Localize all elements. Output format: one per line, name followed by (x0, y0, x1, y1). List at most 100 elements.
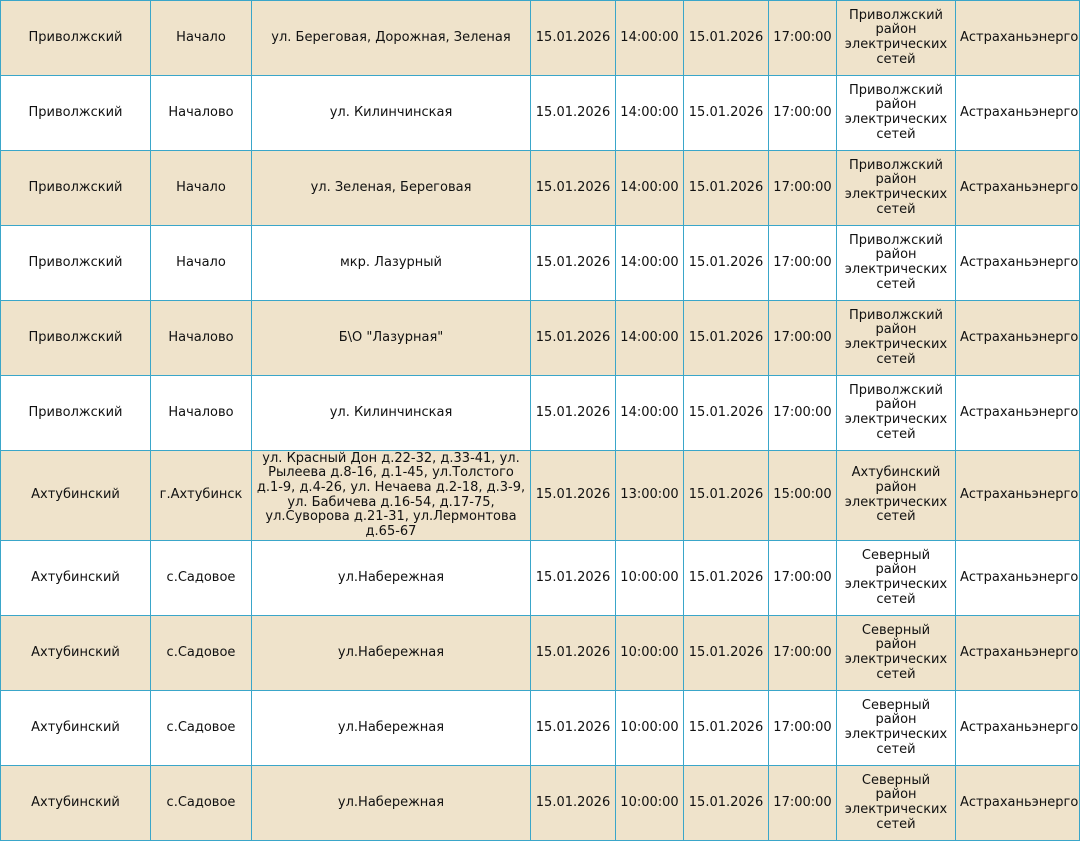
table-row: Ахтубинский с.Садовое ул.Набережная 15.01.2… (0, 765, 1080, 841)
end-date: 15.01.2026 (683, 375, 769, 451)
table-row: Приволжский Началово Б\О "Лазурная" 15.01.2… (0, 300, 1080, 376)
start-date: 15.01.2026 (530, 450, 616, 541)
table-row: Приволжский Началово ул. Килинчинская 15.01… (0, 75, 1080, 151)
start-date: 15.01.2026 (530, 0, 616, 76)
company: Астраханьэнерго (955, 690, 1080, 766)
company: Астраханьэнерго (955, 300, 1080, 376)
network-unit: Приволжский район электрических сетей (836, 75, 956, 151)
start-time: 10:00:00 (615, 540, 684, 616)
end-time: 17:00:00 (768, 300, 837, 376)
start-date: 15.01.2026 (530, 375, 616, 451)
company: Астраханьэнерго (955, 765, 1080, 841)
end-date: 15.01.2026 (683, 150, 769, 226)
district: Ахтубинский (0, 765, 151, 841)
company: Астраханьэнерго (955, 615, 1080, 691)
start-time: 14:00:00 (615, 375, 684, 451)
district: Приволжский (0, 300, 151, 376)
district: Приволжский (0, 0, 151, 76)
network-unit: Северный район электрических сетей (836, 540, 956, 616)
district: Ахтубинский (0, 450, 151, 541)
end-time: 17:00:00 (768, 540, 837, 616)
district: Ахтубинский (0, 540, 151, 616)
locality: г.Ахтубинск (150, 450, 252, 541)
district: Приволжский (0, 225, 151, 301)
network-unit: Северный район электрических сетей (836, 690, 956, 766)
end-date: 15.01.2026 (683, 765, 769, 841)
company: Астраханьэнерго (955, 450, 1080, 541)
start-time: 14:00:00 (615, 225, 684, 301)
locality: Началово (150, 375, 252, 451)
company: Астраханьэнерго (955, 150, 1080, 226)
table-row: Приволжский Началово ул. Килинчинская 15.01… (0, 375, 1080, 451)
network-unit: Приволжский район электрических сетей (836, 150, 956, 226)
company: Астраханьэнерго (955, 375, 1080, 451)
locality: с.Садовое (150, 765, 252, 841)
table-row: Приволжский Начало мкр. Лазурный 15.01.2026… (0, 225, 1080, 301)
network-unit: Северный район электрических сетей (836, 765, 956, 841)
address: ул.Набережная (251, 540, 531, 616)
start-date: 15.01.2026 (530, 615, 616, 691)
end-date: 15.01.2026 (683, 690, 769, 766)
locality: с.Садовое (150, 540, 252, 616)
locality: Начало (150, 0, 252, 76)
end-time: 17:00:00 (768, 690, 837, 766)
address: Б\О "Лазурная" (251, 300, 531, 376)
locality: с.Садовое (150, 615, 252, 691)
district: Приволжский (0, 75, 151, 151)
end-time: 17:00:00 (768, 150, 837, 226)
address: ул.Набережная (251, 615, 531, 691)
start-time: 14:00:00 (615, 0, 684, 76)
network-unit: Северный район электрических сетей (836, 615, 956, 691)
network-unit: Приволжский район электрических сетей (836, 300, 956, 376)
end-time: 17:00:00 (768, 0, 837, 76)
start-time: 10:00:00 (615, 690, 684, 766)
locality: с.Садовое (150, 690, 252, 766)
locality: Началово (150, 300, 252, 376)
company: Астраханьэнерго (955, 0, 1080, 76)
start-date: 15.01.2026 (530, 690, 616, 766)
table-row: Ахтубинский с.Садовое ул.Набережная 15.01.2… (0, 615, 1080, 691)
start-date: 15.01.2026 (530, 300, 616, 376)
start-date: 15.01.2026 (530, 150, 616, 226)
district: Ахтубинский (0, 690, 151, 766)
end-time: 17:00:00 (768, 615, 837, 691)
network-unit: Приволжский район электрических сетей (836, 225, 956, 301)
end-date: 15.01.2026 (683, 300, 769, 376)
end-time: 17:00:00 (768, 225, 837, 301)
locality: Начало (150, 225, 252, 301)
start-time: 14:00:00 (615, 150, 684, 226)
end-date: 15.01.2026 (683, 615, 769, 691)
locality: Началово (150, 75, 252, 151)
address: ул. Красный Дон д.22-32, д.33-41, ул. Ры… (251, 450, 531, 541)
address: ул. Зеленая, Береговая (251, 150, 531, 226)
network-unit: Приволжский район электрических сетей (836, 0, 956, 76)
end-time: 15:00:00 (768, 450, 837, 541)
start-time: 14:00:00 (615, 300, 684, 376)
end-time: 17:00:00 (768, 75, 837, 151)
company: Астраханьэнерго (955, 225, 1080, 301)
company: Астраханьэнерго (955, 540, 1080, 616)
table-row: Приволжский Начало ул. Зеленая, Береговая 1… (0, 150, 1080, 226)
network-unit: Ахтубинский район электрических сетей (836, 450, 956, 541)
address: ул. Килинчинская (251, 375, 531, 451)
end-time: 17:00:00 (768, 765, 837, 841)
start-date: 15.01.2026 (530, 75, 616, 151)
district: Ахтубинский (0, 615, 151, 691)
table-row: Приволжский Начало ул. Береговая, Дорожная… (0, 0, 1080, 76)
end-date: 15.01.2026 (683, 75, 769, 151)
end-date: 15.01.2026 (683, 450, 769, 541)
address: мкр. Лазурный (251, 225, 531, 301)
end-date: 15.01.2026 (683, 0, 769, 76)
company: Астраханьэнерго (955, 75, 1080, 151)
table-row: Ахтубинский с.Садовое ул.Набережная 15.01.2… (0, 690, 1080, 766)
end-time: 17:00:00 (768, 375, 837, 451)
start-date: 15.01.2026 (530, 765, 616, 841)
network-unit: Приволжский район электрических сетей (836, 375, 956, 451)
start-time: 14:00:00 (615, 75, 684, 151)
address: ул. Килинчинская (251, 75, 531, 151)
start-time: 10:00:00 (615, 615, 684, 691)
start-date: 15.01.2026 (530, 540, 616, 616)
start-time: 10:00:00 (615, 765, 684, 841)
address: ул.Набережная (251, 765, 531, 841)
